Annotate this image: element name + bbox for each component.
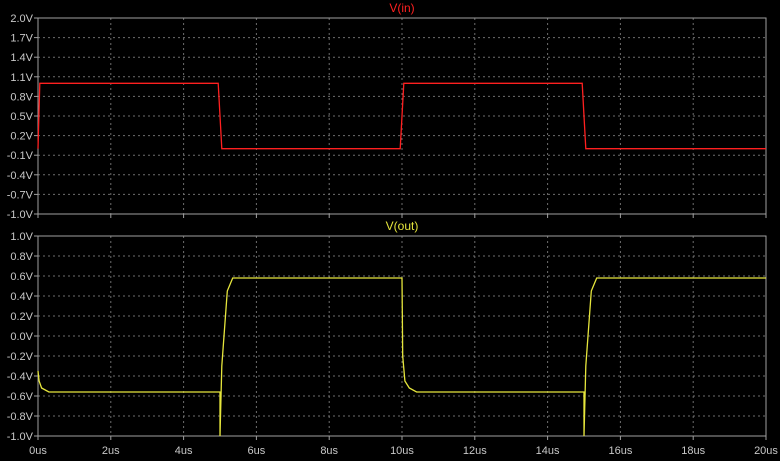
x-tick-label: 4us (175, 445, 193, 457)
trace-v-out (37, 277, 766, 437)
y-tick-label: -0.1V (7, 150, 34, 162)
y-tick-label: -1.0V (7, 431, 34, 443)
pane-title: V(in) (389, 1, 414, 15)
y-tick-label: -0.4V (7, 170, 34, 182)
y-tick-label: 0.6V (10, 271, 33, 283)
x-tick-label: 10us (390, 445, 414, 457)
y-tick-label: 0.5V (10, 111, 33, 123)
x-tick-label: 20us (754, 445, 778, 457)
y-tick-label: -1.0V (7, 209, 34, 221)
x-tick-label: 14us (536, 445, 560, 457)
y-tick-label: 1.4V (10, 52, 33, 64)
y-tick-label: 1.7V (10, 33, 33, 45)
y-tick-label: -0.8V (7, 411, 34, 423)
y-tick-label: 0.2V (10, 311, 33, 323)
y-tick-label: 1.0V (10, 231, 33, 243)
x-tick-label: 16us (608, 445, 632, 457)
x-tick-label: 12us (463, 445, 487, 457)
x-tick-label: 8us (320, 445, 338, 457)
y-tick-label: 0.0V (10, 331, 33, 343)
x-tick-label: 0us (29, 445, 47, 457)
pane-title: V(out) (386, 219, 419, 233)
y-tick-label: 2.0V (10, 13, 33, 25)
y-tick-label: -0.4V (7, 371, 34, 383)
x-tick-label: 2us (102, 445, 120, 457)
y-tick-label: 0.8V (10, 251, 33, 263)
y-tick-label: 0.2V (10, 131, 33, 143)
y-tick-label: 0.4V (10, 291, 33, 303)
y-tick-label: -0.2V (7, 351, 34, 363)
x-tick-label: 18us (681, 445, 705, 457)
y-tick-label: -0.6V (7, 391, 34, 403)
pane-v-out: -1.0V -0.8V -0.6V -0.4V -0.2V 0.0V 0.2V 0.4V 0.6… (7, 219, 779, 457)
y-tick-label: 0.8V (10, 91, 33, 103)
trace-v-in (37, 82, 766, 150)
y-tick-label: -0.7V (7, 189, 34, 201)
y-tick-label: 1.1V (10, 72, 33, 84)
x-tick-label: 6us (248, 445, 266, 457)
pane-v-in: -1.0V -0.7V -0.4V -0.1V 0.2V 0.5V 0.8V 1.1V 1.4V… (7, 1, 767, 221)
